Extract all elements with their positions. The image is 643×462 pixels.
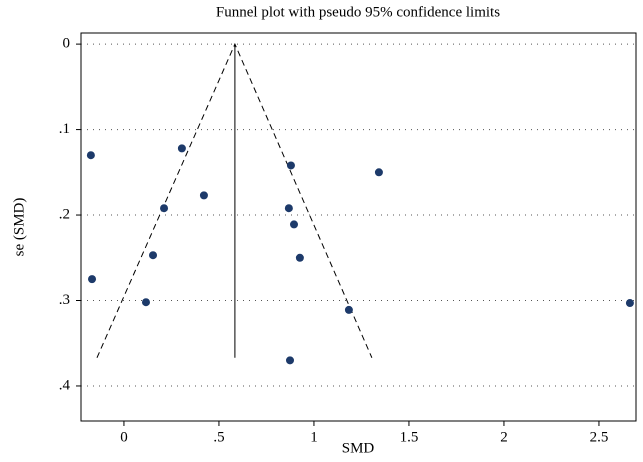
point	[149, 251, 158, 260]
point	[177, 144, 186, 153]
x-tick-label: 1	[310, 429, 318, 445]
point	[86, 151, 95, 160]
y-tick-label: .4	[59, 377, 71, 393]
point	[286, 161, 295, 170]
plot-frame	[80, 32, 637, 422]
chart-title: Funnel plot with pseudo 95% confidence l…	[216, 4, 500, 20]
x-axis-label: SMD	[342, 440, 375, 456]
point	[374, 168, 383, 177]
point	[88, 275, 97, 284]
x-tick-label: 1.5	[400, 429, 419, 445]
point	[295, 253, 304, 262]
point	[199, 191, 208, 200]
point	[289, 220, 298, 229]
x-tick-label: 0	[120, 429, 128, 445]
y-tick-label: 0	[63, 36, 71, 52]
y-tick-label: .3	[59, 292, 70, 308]
funnel-limits	[96, 42, 373, 358]
point	[286, 356, 295, 365]
x-tick-label: 2	[500, 429, 508, 445]
y-axis-label: se (SMD)	[11, 198, 27, 257]
point	[625, 299, 634, 308]
point	[284, 204, 293, 213]
point	[344, 305, 353, 314]
x-tick-label: 2.5	[590, 429, 609, 445]
point	[141, 298, 150, 307]
y-tick-label: .1	[59, 121, 70, 137]
point	[160, 204, 169, 213]
y-tick-label: .2	[59, 206, 70, 222]
x-tick-label: .5	[213, 429, 224, 445]
